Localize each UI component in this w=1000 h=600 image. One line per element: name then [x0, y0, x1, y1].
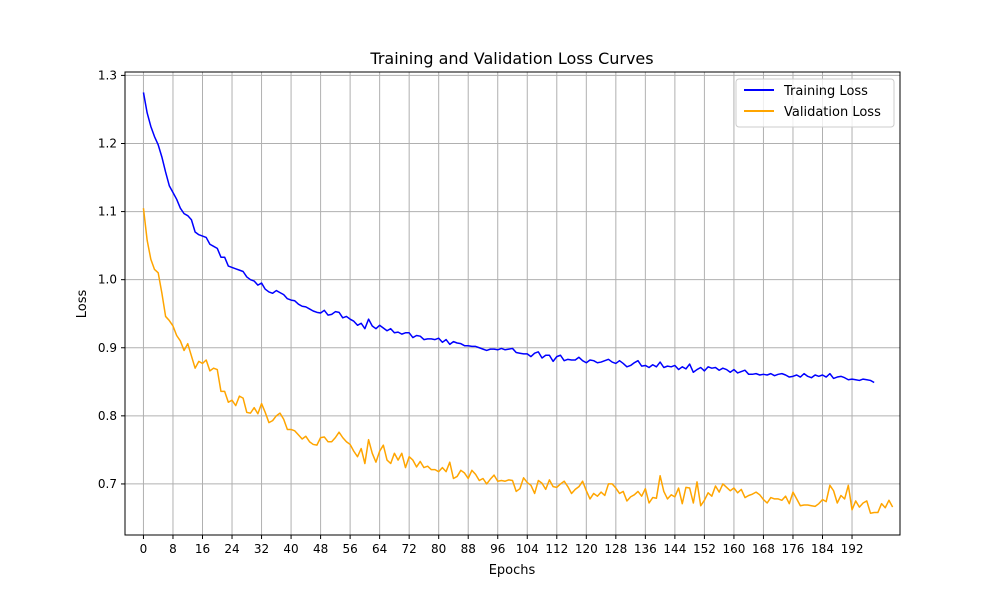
- x-tick-label: 152: [693, 542, 716, 556]
- x-tick-label: 64: [372, 542, 387, 556]
- x-tick-label: 16: [195, 542, 210, 556]
- x-tick-label: 136: [634, 542, 657, 556]
- x-tick-label: 88: [461, 542, 476, 556]
- x-tick-label: 176: [782, 542, 805, 556]
- training-loss-line: [142, 92, 875, 384]
- series-layer: [142, 92, 894, 514]
- y-tick-label: 1.3: [98, 68, 117, 82]
- y-axis-label: Loss: [75, 290, 90, 319]
- legend-label-training-loss: Training Loss: [783, 84, 868, 99]
- y-tick-label: 0.7: [98, 477, 117, 491]
- x-tick-label: 96: [490, 542, 505, 556]
- ticks: 0 8 16 24 32 40 48 56 64 72 80 88 96 104 112 120 128 136 1…: [98, 68, 864, 556]
- x-axis-label: Epochs: [489, 563, 536, 578]
- validation-loss-line: [142, 208, 894, 514]
- plot-frame: [124, 71, 901, 536]
- x-tick-label: 72: [402, 542, 417, 556]
- y-tick-label: 1.0: [98, 273, 117, 287]
- x-tick-label: 168: [752, 542, 775, 556]
- chart-title: Training and Validation Loss Curves: [369, 49, 653, 68]
- x-tick-label: 104: [516, 542, 539, 556]
- x-tick-label: 56: [342, 542, 357, 556]
- x-tick-label: 160: [722, 542, 745, 556]
- x-tick-label: 8: [169, 542, 177, 556]
- y-tick-label: 0.8: [98, 409, 117, 423]
- x-tick-label: 192: [841, 542, 864, 556]
- x-tick-label: 80: [431, 542, 446, 556]
- x-tick-label: 128: [604, 542, 627, 556]
- legend: Training Loss Validation Loss: [735, 78, 895, 128]
- x-tick-label: 184: [811, 542, 834, 556]
- legend-label-validation-loss: Validation Loss: [784, 105, 881, 120]
- y-tick-label: 1.2: [98, 136, 117, 150]
- x-tick-label: 32: [254, 542, 269, 556]
- y-tick-label: 1.1: [98, 205, 117, 219]
- x-tick-label: 40: [283, 542, 298, 556]
- x-tick-label: 112: [545, 542, 568, 556]
- x-tick-label: 0: [140, 542, 148, 556]
- x-tick-label: 120: [575, 542, 598, 556]
- x-tick-label: 24: [224, 542, 239, 556]
- x-tick-label: 144: [663, 542, 686, 556]
- legend-box: [735, 78, 895, 128]
- y-tick-label: 0.9: [98, 341, 117, 355]
- x-tick-label: 48: [313, 542, 328, 556]
